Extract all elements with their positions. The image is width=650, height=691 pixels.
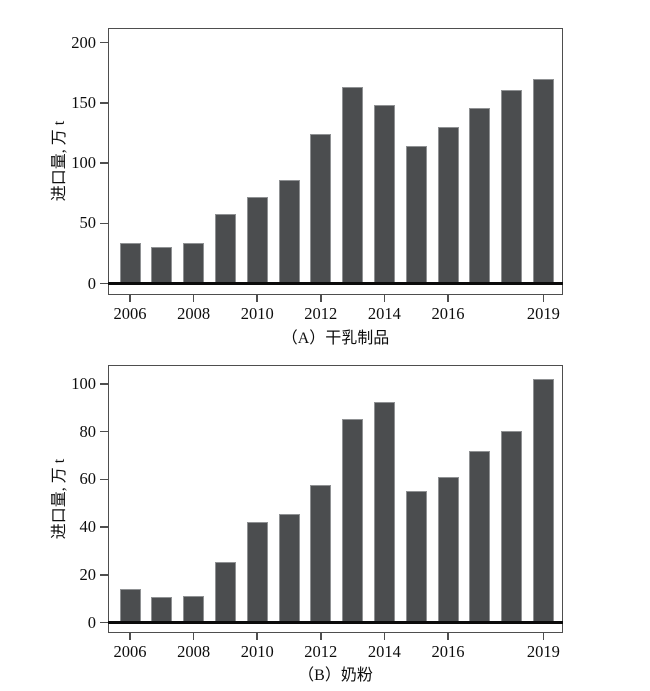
y-tick: [100, 102, 108, 104]
y-tick-label: 100: [71, 374, 96, 393]
x-tick: [320, 295, 322, 302]
y-tick: [100, 383, 108, 385]
x-tick-label: 2006: [113, 304, 147, 323]
x-tick: [129, 295, 131, 302]
bar-2011: [278, 179, 300, 284]
bar-2015: [405, 491, 427, 623]
x-tick-label: 2006: [113, 642, 147, 661]
bar-2016: [437, 126, 459, 284]
y-axis-title: 进口量, 万 t: [51, 458, 68, 540]
bar-2010: [246, 196, 268, 284]
bar-2009: [214, 561, 236, 623]
zero-axis-line: [108, 621, 563, 624]
chart-caption: （B）奶粉: [298, 667, 373, 684]
plot-frame: [108, 365, 563, 633]
bar-2019: [532, 379, 554, 623]
x-tick: [192, 633, 195, 640]
bar-2007: [151, 597, 173, 623]
bar-2012: [310, 134, 332, 284]
y-tick-label: 150: [71, 92, 96, 112]
bar-2010: [246, 522, 268, 623]
y-tick: [100, 430, 108, 433]
plot-area: 0 50 100 150 200 2006 2008 2010 2012 2014 2016 2019: [71, 28, 563, 323]
x-tick: [542, 295, 545, 302]
x-tick: [383, 633, 386, 640]
y-tick-label: 0: [87, 612, 96, 632]
plot-frame: [108, 28, 563, 295]
x-tick: [320, 633, 322, 640]
x-tick-label: 2008: [177, 642, 211, 661]
x-tick-label: 2014: [367, 304, 401, 323]
x-tick-label: 2016: [431, 642, 465, 661]
y-tick-label: 40: [79, 517, 97, 537]
y-tick-label: 60: [79, 469, 97, 489]
bar-2008: [183, 596, 205, 623]
plot-area: 0 20 40 60 80 100 2006 2008 2010 2012 2014 2016 2019: [71, 365, 563, 661]
x-tick: [447, 633, 449, 640]
x-tick-label: 2010: [240, 642, 274, 661]
bar-2018: [501, 89, 523, 284]
x-tick-label: 2010: [240, 304, 274, 323]
chart-b-milk-powder: 进口量, 万 t 0 20 40 60 80 100 2006 2008 2010 2012 201…: [0, 345, 650, 691]
bar-2008: [183, 242, 205, 284]
bar-2013: [342, 87, 364, 284]
x-tick: [447, 295, 449, 302]
x-tick-label: 2012: [304, 304, 338, 323]
y-tick: [100, 621, 108, 624]
x-tick-label: 2012: [304, 642, 338, 661]
bar-2012: [310, 485, 332, 623]
y-tick-label: 80: [79, 421, 97, 441]
y-tick: [100, 282, 108, 285]
x-tick: [192, 295, 195, 302]
bar-2015: [405, 146, 427, 284]
x-tick-label: 2016: [431, 304, 465, 323]
bar-2014: [373, 105, 395, 284]
y-tick: [100, 526, 108, 528]
y-tick: [100, 574, 108, 576]
y-axis-title: 进口量, 万 t: [51, 120, 68, 202]
bar-2013: [342, 418, 364, 623]
bar-2016: [437, 477, 459, 623]
bar-2019: [532, 78, 554, 284]
chart-a-dry-dairy: 进口量, 万 t 0 50 100 150 200 2006 2008 2010 2012 201…: [0, 0, 650, 347]
bar-2011: [278, 513, 300, 623]
x-tick: [256, 633, 258, 640]
bar-2014: [373, 401, 395, 623]
x-tick: [383, 295, 386, 302]
x-tick: [542, 633, 545, 640]
y-tick-label: 50: [79, 213, 97, 233]
bar-2017: [469, 450, 491, 623]
y-tick: [100, 478, 108, 481]
x-tick-label: 2019: [526, 304, 560, 323]
y-tick-label: 100: [71, 153, 96, 173]
y-tick: [100, 41, 108, 44]
x-tick-label: 2019: [526, 642, 560, 661]
bar-2018: [501, 430, 523, 623]
chart-caption: （A）干乳制品: [281, 330, 390, 347]
x-tick: [129, 633, 131, 640]
y-tick: [100, 162, 108, 164]
bar-2017: [469, 107, 491, 284]
y-tick: [100, 222, 108, 225]
bar-2009: [214, 213, 236, 284]
bar-2006: [119, 242, 141, 284]
bar-2007: [151, 247, 173, 284]
x-tick: [256, 295, 258, 302]
y-tick-label: 200: [71, 32, 96, 52]
bar-2006: [119, 589, 141, 623]
x-tick-label: 2008: [177, 304, 211, 323]
y-tick-label: 20: [79, 564, 97, 584]
y-tick-label: 0: [87, 273, 96, 293]
zero-axis-line: [108, 282, 563, 285]
x-tick-label: 2014: [367, 642, 401, 661]
